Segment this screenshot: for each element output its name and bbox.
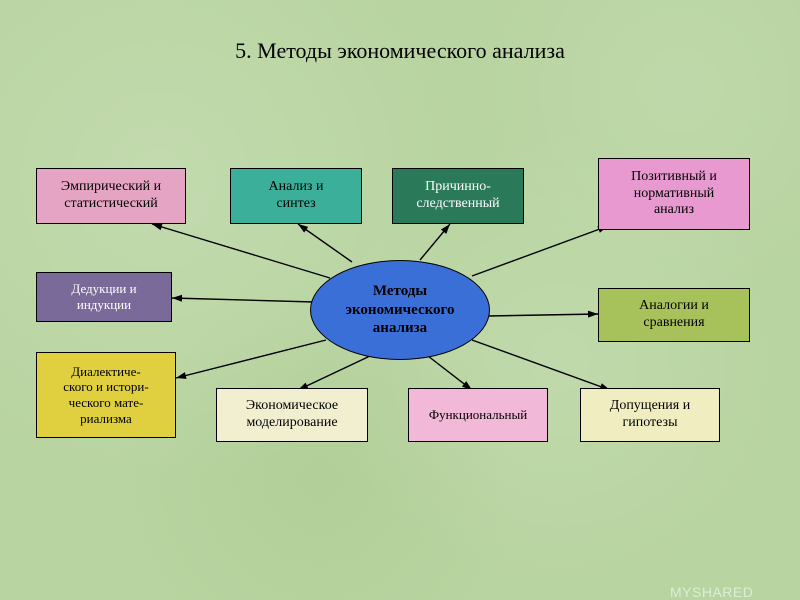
diagram-stage: Методы экономического анализа Эмпирически… (0, 0, 800, 600)
node-positive: Позитивный и нормативный анализ (598, 158, 750, 230)
watermark: MYSHARED (670, 584, 753, 600)
node-analysis: Анализ и синтез (230, 168, 362, 224)
node-modeling: Экономическое моделирование (216, 388, 368, 442)
node-functional: Функциональный (408, 388, 548, 442)
node-hypothesis: Допущения и гипотезы (580, 388, 720, 442)
node-empiric: Эмпирический и статистический (36, 168, 186, 224)
node-dialectic: Диалектиче- ского и истори- ческого мате… (36, 352, 176, 438)
node-analogy: Аналогии и сравнения (598, 288, 750, 342)
center-node: Методы экономического анализа (310, 260, 490, 360)
node-deduction: Дедукции и индукции (36, 272, 172, 322)
node-causal: Причинно- следственный (392, 168, 524, 224)
